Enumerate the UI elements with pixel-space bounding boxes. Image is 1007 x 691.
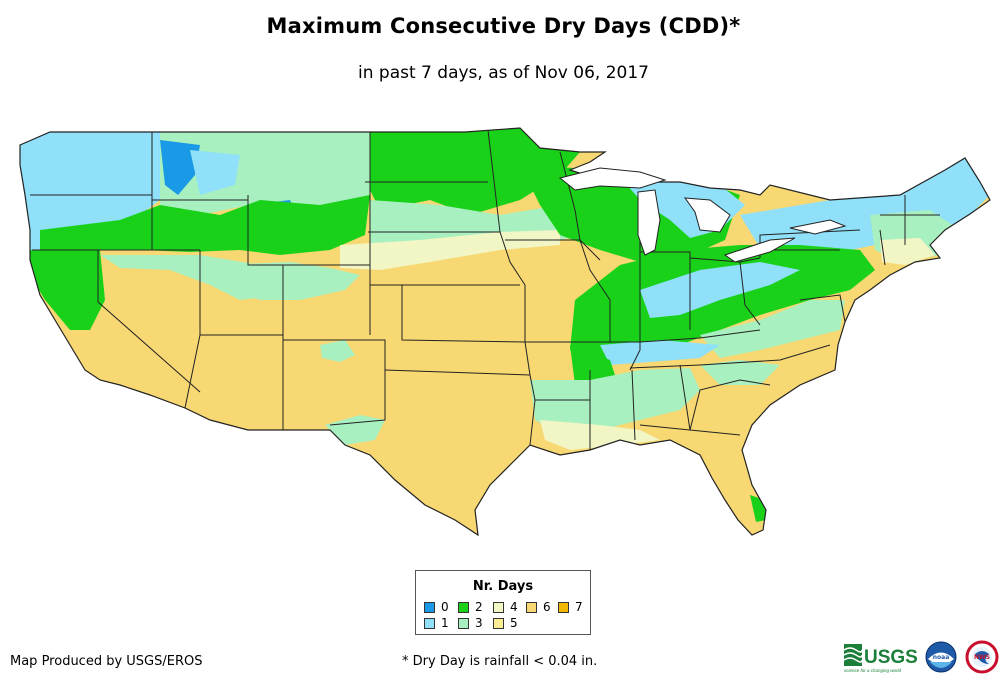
zone-idaho-0day — [160, 140, 200, 195]
usgs-tagline: science for a changing world — [844, 668, 902, 673]
legend-swatch — [458, 602, 469, 613]
zone-new-mexico-3day — [320, 340, 355, 362]
zone-colorado-3day — [220, 262, 360, 300]
zone-california-2day — [25, 250, 105, 330]
legend-label: 4 — [510, 600, 518, 614]
legend-label: 1 — [441, 616, 449, 630]
lake-superior — [558, 167, 667, 191]
legend-label: 0 — [441, 600, 449, 614]
zone-montana-3day — [160, 130, 370, 215]
legend-label: 7 — [575, 600, 583, 614]
noaa-logo: noaa — [925, 641, 957, 673]
legend-swatch — [493, 618, 504, 629]
usgs-wordmark: USGS — [864, 647, 918, 668]
map-subtitle: in past 7 days, as of Nov 06, 2017 — [358, 63, 649, 83]
lake-michigan — [637, 189, 661, 256]
lake-ontario — [789, 219, 847, 235]
nws-wordmark: NWS — [974, 654, 990, 661]
agency-logos: USGS science for a changing world noaa N… — [843, 640, 999, 674]
legend-swatch — [424, 602, 435, 613]
zone-ohio-valley-2day — [570, 245, 875, 365]
legend-swatch — [558, 602, 569, 613]
legend-swatch — [526, 602, 537, 613]
zone-southeast-3day — [700, 360, 780, 385]
zone-tennessee-1day — [600, 340, 720, 365]
legend: Nr. Days 0 2 4 6 7 1 3 5 — [415, 570, 591, 635]
map-credit: Map Produced by USGS/EROS — [10, 654, 203, 669]
zone-ohio-valley-1day — [640, 262, 800, 318]
legend-swatch — [424, 618, 435, 629]
zone-wyoming-1day — [190, 150, 240, 195]
zone-texas-3day — [325, 415, 385, 445]
legend-swatch — [458, 618, 469, 629]
map-title: Maximum Consecutive Dry Days (CDD)* — [266, 14, 741, 38]
legend-title: Nr. Days — [472, 579, 534, 594]
legend-swatch — [493, 602, 504, 613]
dry-day-footnote: * Dry Day is rainfall < 0.04 in. — [402, 654, 598, 669]
zone-rockies-2day — [40, 195, 370, 260]
legend-label: 2 — [475, 600, 483, 614]
zone-northern-plains-2day — [370, 128, 580, 215]
usgs-logo: USGS science for a changing world — [843, 644, 918, 673]
zone-new-england-4day — [880, 238, 935, 265]
legend-label: 3 — [475, 616, 483, 630]
great-lakes — [558, 167, 847, 263]
zone-deep-south-3day — [530, 368, 700, 435]
noaa-wordmark: noaa — [933, 654, 950, 661]
cdd-zones — [20, 128, 990, 522]
legend-label: 6 — [543, 600, 551, 614]
zone-appalachia-3day — [700, 300, 845, 358]
lake-huron — [683, 197, 731, 233]
nws-logo: NWS — [965, 640, 999, 674]
state-boundaries — [19, 127, 991, 537]
legend-label: 5 — [510, 616, 518, 630]
lake-erie — [723, 237, 796, 263]
